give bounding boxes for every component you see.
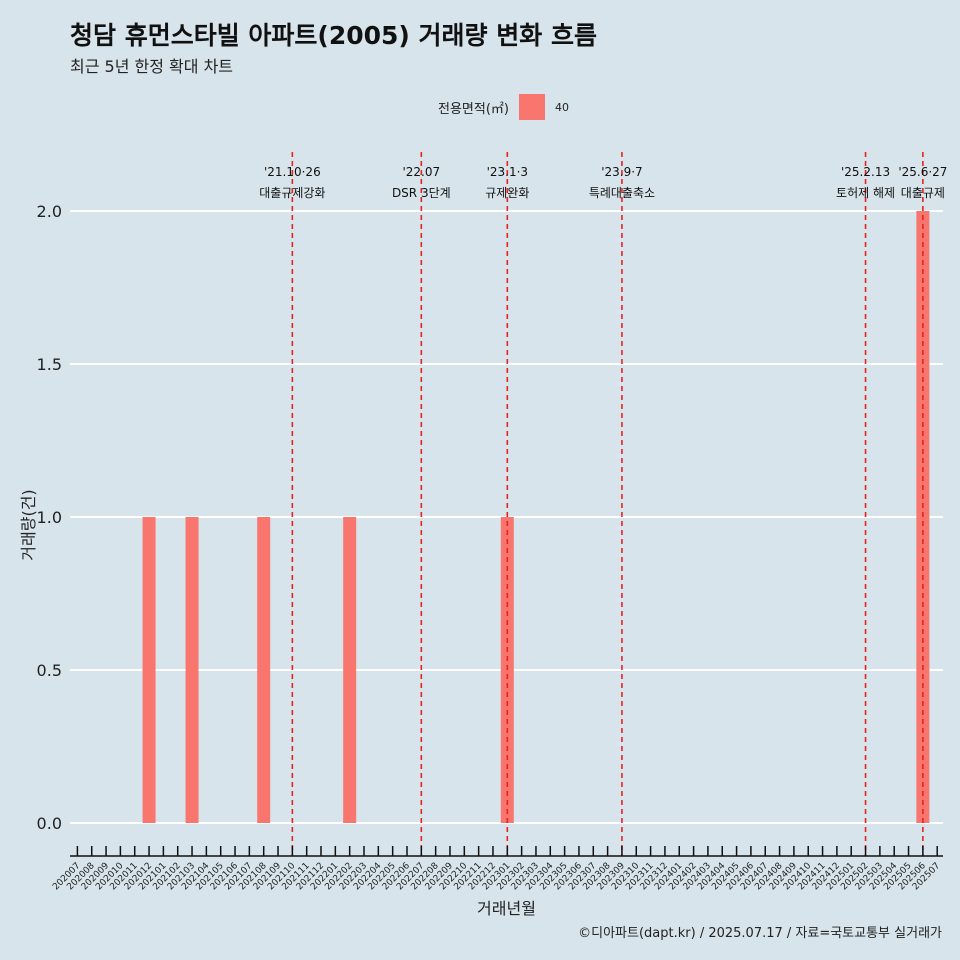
- chart-title: 청담 휴먼스타빌 아파트(2005) 거래량 변화 흐름: [70, 21, 597, 50]
- y-tick-label: 0.0: [37, 814, 62, 833]
- legend-label-40: 40: [554, 100, 569, 114]
- legend-key-40: [518, 94, 545, 120]
- y-tick-label: 2.0: [37, 202, 62, 221]
- event-date-label: '23.1·3: [487, 165, 528, 179]
- event-label: 대출규제: [901, 186, 945, 200]
- legend-title: 전용면적(㎡): [438, 101, 509, 117]
- chart-subtitle: 최근 5년 한정 확대 차트: [70, 57, 234, 76]
- event-date-label: '23.9·7: [601, 165, 642, 179]
- bar: [142, 517, 156, 823]
- y-tick-label: 1.5: [37, 355, 62, 374]
- x-axis-title: 거래년월: [477, 899, 536, 918]
- source-caption: ©디아파트(dapt.kr) / 2025.07.17 / 자료=국토교통부 실…: [578, 926, 942, 941]
- event-date-label: '25.6·27: [898, 165, 947, 179]
- event-label: 토허제 해제: [836, 186, 895, 200]
- bar: [185, 517, 199, 823]
- event-label: DSR 3단계: [392, 186, 451, 200]
- legend: 전용면적(㎡) 40: [438, 93, 569, 121]
- event-label: 대출규제강화: [259, 186, 325, 200]
- event-date-label: '22.07: [402, 165, 440, 179]
- bar: [257, 517, 271, 823]
- y-tick-label: 1.0: [37, 508, 62, 527]
- y-tick-label: 0.5: [37, 661, 62, 680]
- event-date-label: '21.10·26: [264, 165, 321, 179]
- event-label: 규제완화: [485, 186, 529, 200]
- event-label: 특례대출축소: [589, 186, 655, 200]
- y-axis-title: 거래량(건): [19, 489, 38, 560]
- bar: [343, 517, 357, 823]
- event-date-label: '25.2.13: [841, 165, 890, 179]
